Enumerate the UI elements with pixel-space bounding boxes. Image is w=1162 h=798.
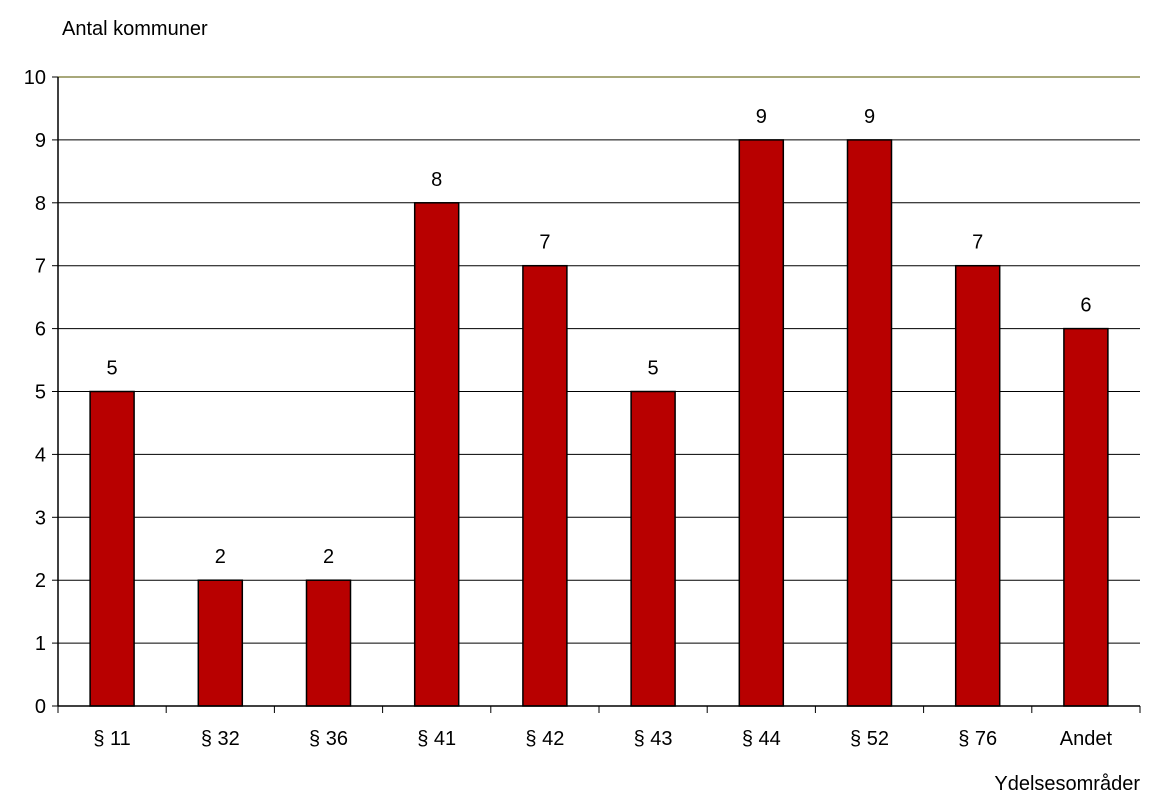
x-tick-label: § 76 [958, 728, 997, 750]
y-tick-label: 10 [24, 67, 46, 89]
data-label: 8 [431, 169, 442, 191]
data-label: 6 [1080, 295, 1091, 317]
labels: 0 1 2 3 4 5 6 7 8 9 10 5 § 11 2 § 32 2 § 36 8 § 41 7 § 42 5 § … [24, 67, 1113, 750]
data-label: 5 [107, 358, 118, 380]
x-tick-label: § 11 [93, 728, 130, 750]
x-tick-label: § 32 [201, 728, 240, 750]
x-tick-label: § 41 [417, 728, 456, 750]
data-label: 9 [756, 106, 767, 128]
x-axis-label: Ydelsesområder [994, 773, 1140, 793]
x-tick-label: Andet [1060, 728, 1113, 750]
y-tick-label: 9 [35, 130, 46, 152]
bar [522, 264, 568, 707]
x-tick-label: § 44 [742, 728, 781, 750]
y-tick-label: 4 [35, 444, 46, 466]
y-tick-label: 2 [35, 570, 46, 592]
data-label: 7 [539, 232, 550, 254]
bar [954, 264, 1001, 707]
axes [52, 76, 1141, 713]
y-axis-label: Antal kommuner [62, 18, 208, 40]
y-tick-label: 0 [35, 696, 46, 718]
y-tick-label: 7 [35, 256, 46, 278]
bar [738, 139, 785, 707]
x-tick-label: § 42 [525, 728, 564, 750]
y-tick-label: 1 [35, 633, 46, 655]
y-tick-label: 5 [35, 382, 46, 404]
x-tick-label: § 52 [850, 728, 889, 750]
data-label: 2 [323, 546, 334, 568]
data-label: 2 [215, 546, 226, 568]
bar [413, 202, 460, 707]
data-label: 9 [864, 106, 875, 128]
y-tick-label: 6 [35, 319, 46, 341]
data-label: 7 [972, 232, 983, 254]
bar [630, 390, 676, 707]
bar [846, 139, 893, 707]
x-tick-label: § 43 [634, 728, 673, 750]
bars [89, 139, 1109, 707]
bar [197, 579, 244, 707]
y-tick-label: 3 [35, 507, 46, 529]
x-tick-label: § 36 [309, 728, 348, 750]
data-label: 5 [648, 358, 659, 380]
bar [1063, 327, 1109, 707]
bar [89, 390, 135, 707]
bar [305, 579, 352, 707]
y-tick-label: 8 [35, 193, 46, 215]
